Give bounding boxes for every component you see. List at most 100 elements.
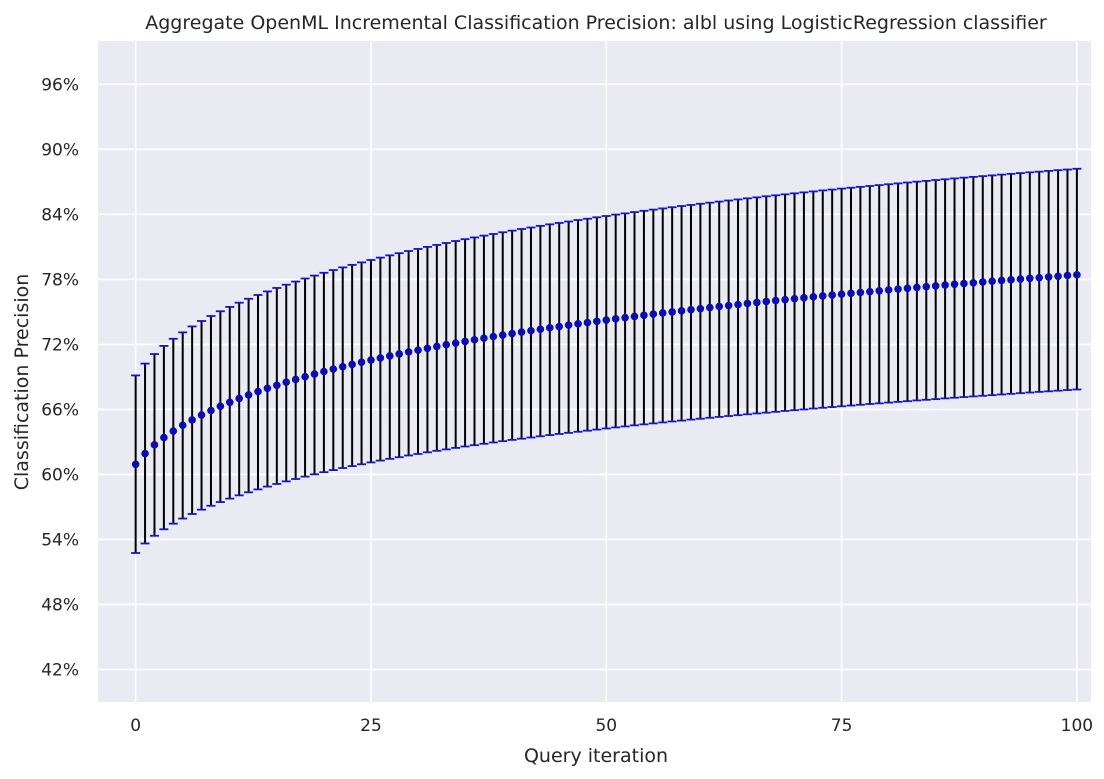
y-tick-label: 60%: [41, 465, 79, 485]
data-point: [724, 301, 733, 310]
data-point: [1063, 271, 1072, 280]
data-point: [320, 367, 328, 376]
x-tick-label: 100: [1061, 716, 1093, 736]
data-point: [395, 350, 403, 358]
data-point: [903, 284, 912, 293]
data-point: [263, 384, 272, 393]
data-point: [677, 307, 686, 315]
data-point: [188, 416, 196, 424]
data-point: [536, 325, 545, 334]
data-point: [828, 291, 836, 299]
data-point: [141, 449, 149, 458]
data-point: [385, 352, 394, 360]
data-point: [574, 320, 582, 328]
data-point: [753, 298, 761, 307]
x-tick-label: 25: [360, 716, 382, 736]
data-point: [451, 339, 460, 347]
data-point: [517, 328, 526, 336]
data-point: [282, 378, 291, 387]
data-point: [376, 354, 385, 362]
data-point: [291, 375, 300, 384]
data-point: [800, 294, 808, 302]
x-tick-label: 75: [831, 716, 853, 736]
data-point: [1054, 272, 1062, 281]
data-point: [329, 365, 338, 373]
data-point: [498, 331, 507, 339]
y-tick-label: 84%: [41, 205, 79, 225]
x-tick-labels: 0 25 50 75 100: [130, 716, 1093, 736]
data-point: [706, 303, 714, 312]
data-point: [480, 334, 488, 342]
data-point: [433, 342, 441, 351]
data-point: [837, 290, 846, 298]
data-point: [762, 297, 771, 306]
data-point: [649, 310, 658, 318]
data-point: [988, 277, 996, 286]
data-point: [913, 283, 921, 292]
data-point: [244, 391, 253, 399]
data-points: [131, 271, 1081, 469]
data-point: [941, 281, 949, 289]
data-point: [611, 315, 620, 323]
data-point: [461, 337, 469, 346]
y-tick-label: 96%: [41, 75, 79, 95]
data-point: [564, 321, 573, 329]
x-tick-label: 0: [130, 716, 141, 736]
data-point: [602, 316, 611, 324]
data-point: [1016, 275, 1025, 283]
y-tick-label: 90%: [41, 140, 79, 160]
y-tick-label: 72%: [41, 335, 79, 355]
data-point: [1073, 271, 1081, 279]
data-point: [1026, 274, 1034, 283]
data-point: [150, 441, 159, 449]
data-point: [169, 427, 178, 435]
data-point: [856, 288, 865, 297]
data-point: [931, 282, 940, 290]
data-point: [809, 293, 818, 301]
data-point: [884, 286, 893, 294]
data-point: [696, 304, 705, 313]
data-point: [978, 278, 987, 286]
data-point: [404, 348, 413, 356]
data-point: [235, 394, 243, 403]
data-point: [668, 308, 676, 316]
plot-background: [98, 41, 1091, 702]
data-point: [414, 346, 422, 354]
data-point: [781, 295, 789, 304]
data-point: [960, 279, 968, 288]
data-point: [621, 313, 629, 322]
data-point: [818, 292, 827, 300]
y-tick-label: 54%: [41, 530, 79, 550]
data-point: [470, 335, 479, 344]
data-point: [131, 460, 140, 469]
data-point: [338, 362, 347, 371]
data-point: [423, 344, 432, 353]
data-point: [866, 287, 874, 296]
data-point: [1035, 273, 1044, 282]
data-point: [593, 317, 601, 326]
data-point: [583, 318, 592, 327]
data-point: [178, 421, 187, 430]
data-point: [545, 324, 554, 332]
data-point: [442, 340, 451, 349]
data-point: [301, 372, 309, 381]
chart-title: Aggregate OpenML Incremental Classificat…: [145, 12, 1047, 34]
data-point: [1044, 273, 1053, 281]
x-axis-label: Query iteration: [524, 745, 668, 767]
data-point: [715, 302, 724, 311]
data-point: [310, 370, 319, 378]
data-point: [508, 329, 516, 338]
data-point: [489, 332, 498, 341]
y-tick-label: 66%: [41, 400, 79, 420]
data-point: [894, 285, 902, 293]
data-point: [950, 280, 959, 289]
data-point: [847, 289, 855, 298]
data-point: [197, 411, 206, 419]
data-point: [734, 300, 742, 309]
data-point: [743, 299, 752, 308]
data-point: [273, 381, 281, 390]
y-tick-label: 78%: [41, 270, 79, 290]
data-point: [216, 402, 225, 411]
